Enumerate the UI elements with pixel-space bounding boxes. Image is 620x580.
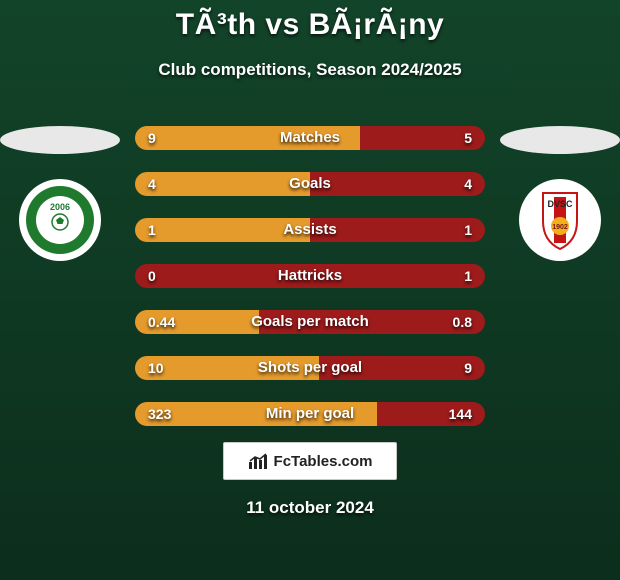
right-logo-year: 1902 [552, 224, 568, 231]
stat-row: Assists1 1 [110, 206, 510, 252]
page-subtitle: Club competitions, Season 2024/2025 [0, 60, 620, 80]
player-right-head-ellipse [500, 126, 620, 154]
stat-value-right: 9 [464, 356, 472, 380]
stat-value-right: 0.8 [453, 310, 472, 334]
stat-row: Min per goal323144 [110, 390, 510, 436]
stat-value-right: 4 [464, 172, 472, 196]
branding-text: FcTables.com [274, 453, 373, 470]
stat-label: Goals [110, 172, 510, 196]
stat-label: Shots per goal [110, 356, 510, 380]
stat-row: Matches9 5 [110, 114, 510, 160]
branding-badge: FcTables.com [223, 442, 397, 480]
stat-row: Goals4 4 [110, 160, 510, 206]
comparison-card: TÃ³th vs BÃ¡rÃ¡ny Club competitions, Sea… [0, 0, 620, 580]
stat-value-left: 0.44 [148, 310, 175, 334]
stat-label: Matches [110, 126, 510, 150]
stat-row: Shots per goal10 9 [110, 344, 510, 390]
stat-label: Hattricks [110, 264, 510, 288]
stat-value-left: 10 [148, 356, 164, 380]
player-left-head-ellipse [0, 126, 120, 154]
stat-row: Hattricks0 1 [110, 252, 510, 298]
club-logo-right: DVSC 1902 [519, 179, 601, 261]
left-logo-year-bottom: 1952 [51, 232, 69, 241]
date-text: 11 october 2024 [0, 498, 620, 518]
left-logo-year-top: 2006 [50, 202, 70, 212]
stat-value-left: 1 [148, 218, 156, 242]
page-title: TÃ³th vs BÃ¡rÃ¡ny [0, 8, 620, 42]
stat-value-right: 1 [464, 264, 472, 288]
chart-icon [248, 452, 270, 470]
club-logo-left-svg: 2006 1952 [19, 179, 101, 261]
stat-value-left: 323 [148, 402, 171, 426]
stat-value-left: 4 [148, 172, 156, 196]
right-logo-text: DVSC [547, 199, 573, 209]
stat-value-left: 0 [148, 264, 156, 288]
stat-value-right: 144 [449, 402, 472, 426]
club-logo-left: 2006 1952 [19, 179, 101, 261]
stat-value-left: 9 [148, 126, 156, 150]
stat-value-right: 5 [464, 126, 472, 150]
stat-row: Goals per match0.440.8 [110, 298, 510, 344]
stat-label: Assists [110, 218, 510, 242]
stats-panel: Matches95Goals44Assists11Hattricks01Goal… [110, 114, 510, 436]
club-logo-right-svg: DVSC 1902 [519, 179, 601, 261]
stat-value-right: 1 [464, 218, 472, 242]
